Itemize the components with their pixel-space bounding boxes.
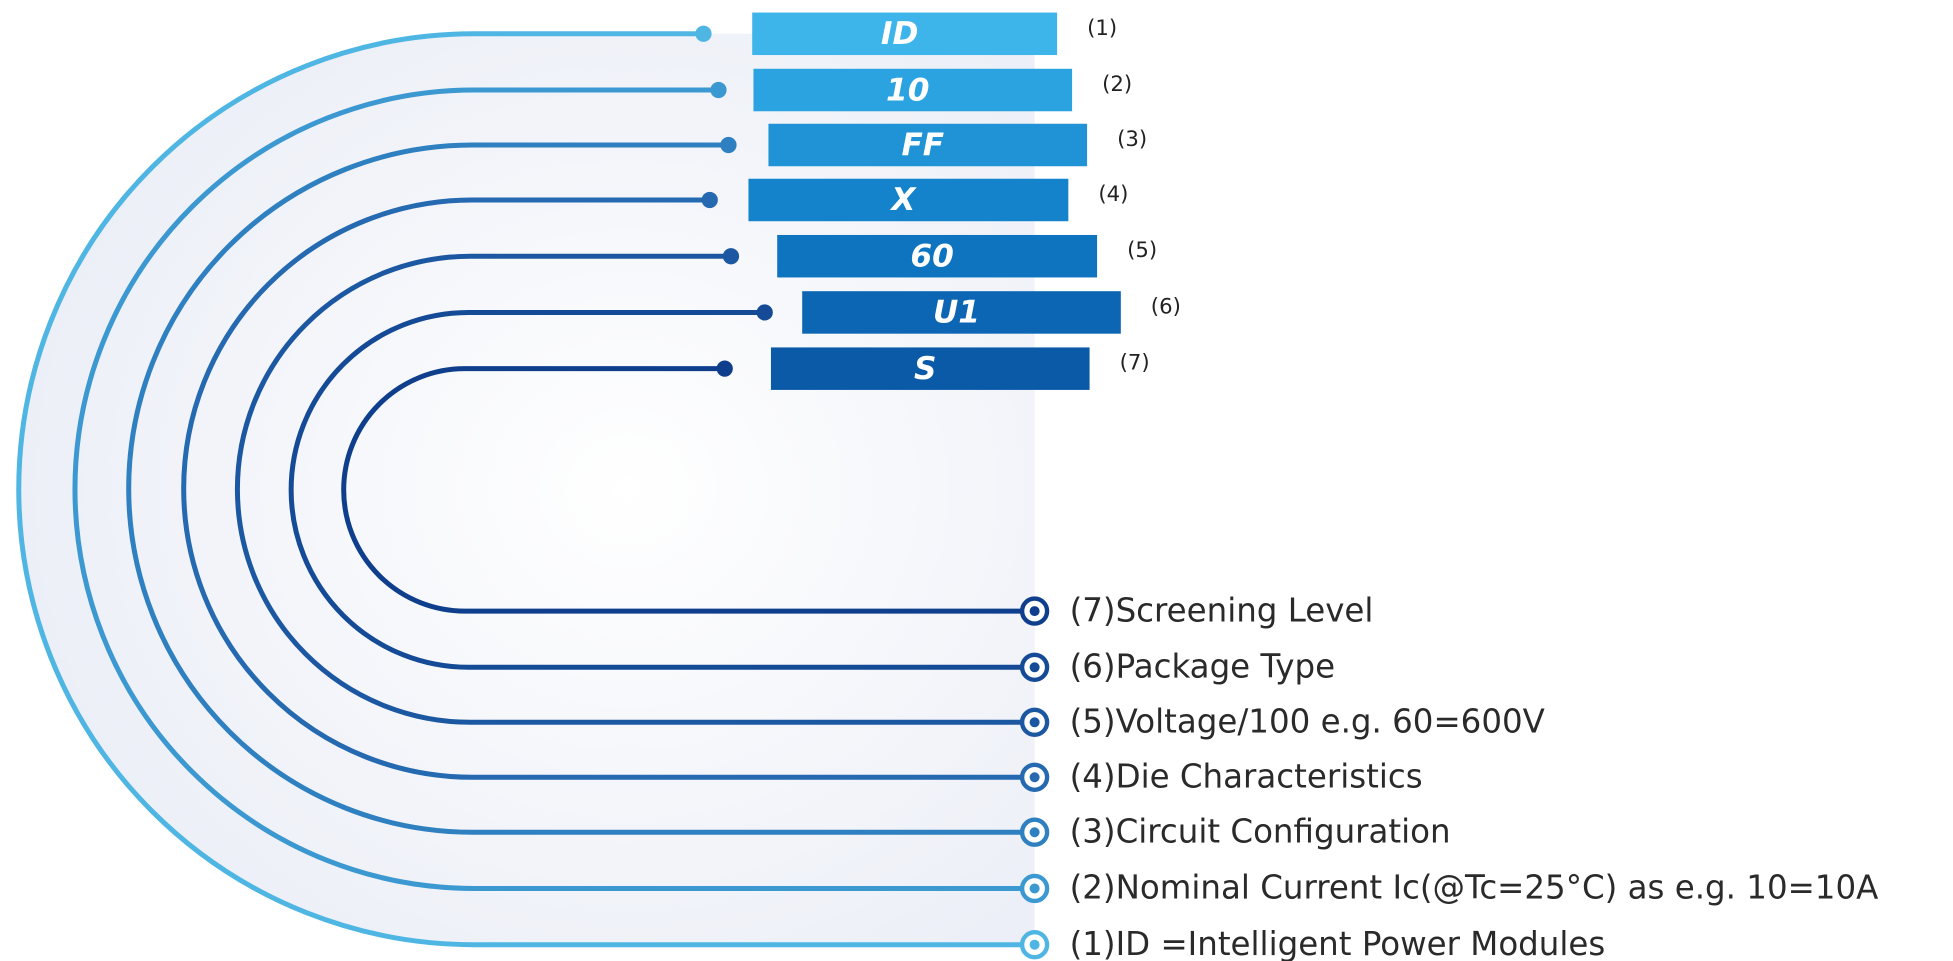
connector — [72, 87, 1035, 891]
code-bar — [770, 347, 1090, 390]
description: (7)Screening Level — [1070, 591, 1374, 629]
background-shade — [19, 33, 1035, 945]
index-label: (7) — [1120, 351, 1150, 376]
connector — [16, 31, 1035, 948]
code-bar — [768, 123, 1088, 167]
code: X — [889, 182, 917, 218]
description: (2)Nominal Current Ic(@Tc=25°C) as e.g. … — [1070, 869, 1879, 907]
ring-center — [1029, 883, 1040, 894]
code: 10 — [886, 72, 929, 108]
connector — [234, 253, 1035, 725]
index-label: (2) — [1102, 72, 1132, 97]
dot — [695, 25, 712, 42]
dot — [756, 304, 773, 321]
description: (4)Die Characteristics — [1070, 758, 1423, 796]
index-label: (4) — [1098, 182, 1128, 207]
dot — [720, 136, 737, 154]
description: (5)Voltage/100 e.g. 60=600V — [1070, 703, 1545, 741]
code-bar — [777, 234, 1098, 278]
description: (6)Package Type — [1070, 648, 1335, 686]
connector — [341, 366, 1035, 614]
code: S — [914, 351, 936, 387]
index-label: (1) — [1087, 16, 1117, 41]
code: ID — [881, 16, 919, 52]
ring-center — [1029, 662, 1040, 673]
index-label: (5) — [1127, 238, 1157, 263]
ring-center — [1029, 717, 1040, 728]
code-bar — [752, 12, 1058, 56]
index-label: (3) — [1117, 127, 1147, 152]
connector — [288, 309, 1035, 670]
index-label: (6) — [1151, 294, 1181, 319]
dot — [701, 191, 718, 209]
dot — [716, 360, 733, 377]
description: (1)ID =Intelligent Power Modules — [1070, 925, 1606, 961]
code-bar — [753, 68, 1073, 112]
code-bar — [748, 178, 1069, 222]
connector — [126, 142, 1035, 835]
code: FF — [901, 127, 944, 163]
code: U1 — [933, 295, 980, 331]
description: (3)Circuit Configuration — [1070, 812, 1451, 850]
dot — [722, 248, 740, 265]
ring-center — [1029, 606, 1040, 617]
ring-center — [1029, 939, 1040, 950]
connector — [181, 197, 1035, 780]
dot — [710, 81, 727, 99]
code: 60 — [910, 238, 953, 274]
ring-center — [1029, 772, 1040, 783]
code-bar — [802, 291, 1121, 334]
ring-center — [1029, 827, 1040, 838]
